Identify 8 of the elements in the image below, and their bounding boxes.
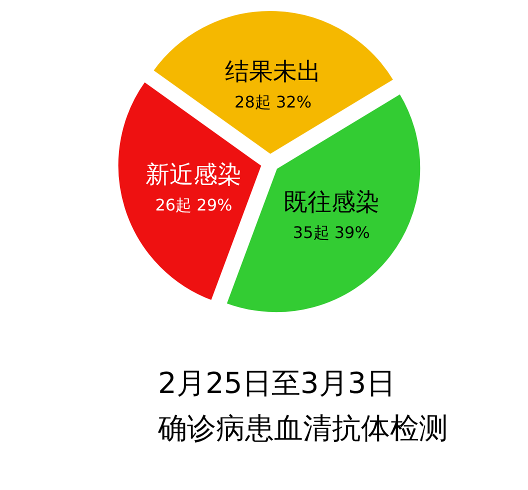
slice-label: 新近感染 — [146, 160, 242, 188]
slice-label: 结果未出 — [225, 57, 322, 86]
data-label: 35起 39% — [292, 222, 370, 242]
text: 确诊病患血清抗体检测 — [157, 411, 448, 445]
slice-label: 既往感染 — [283, 188, 380, 216]
data-label: 28起 32% — [234, 92, 312, 112]
data-label: 26起 29% — [155, 195, 232, 214]
text: 2月25日至3月3日 — [158, 366, 396, 400]
